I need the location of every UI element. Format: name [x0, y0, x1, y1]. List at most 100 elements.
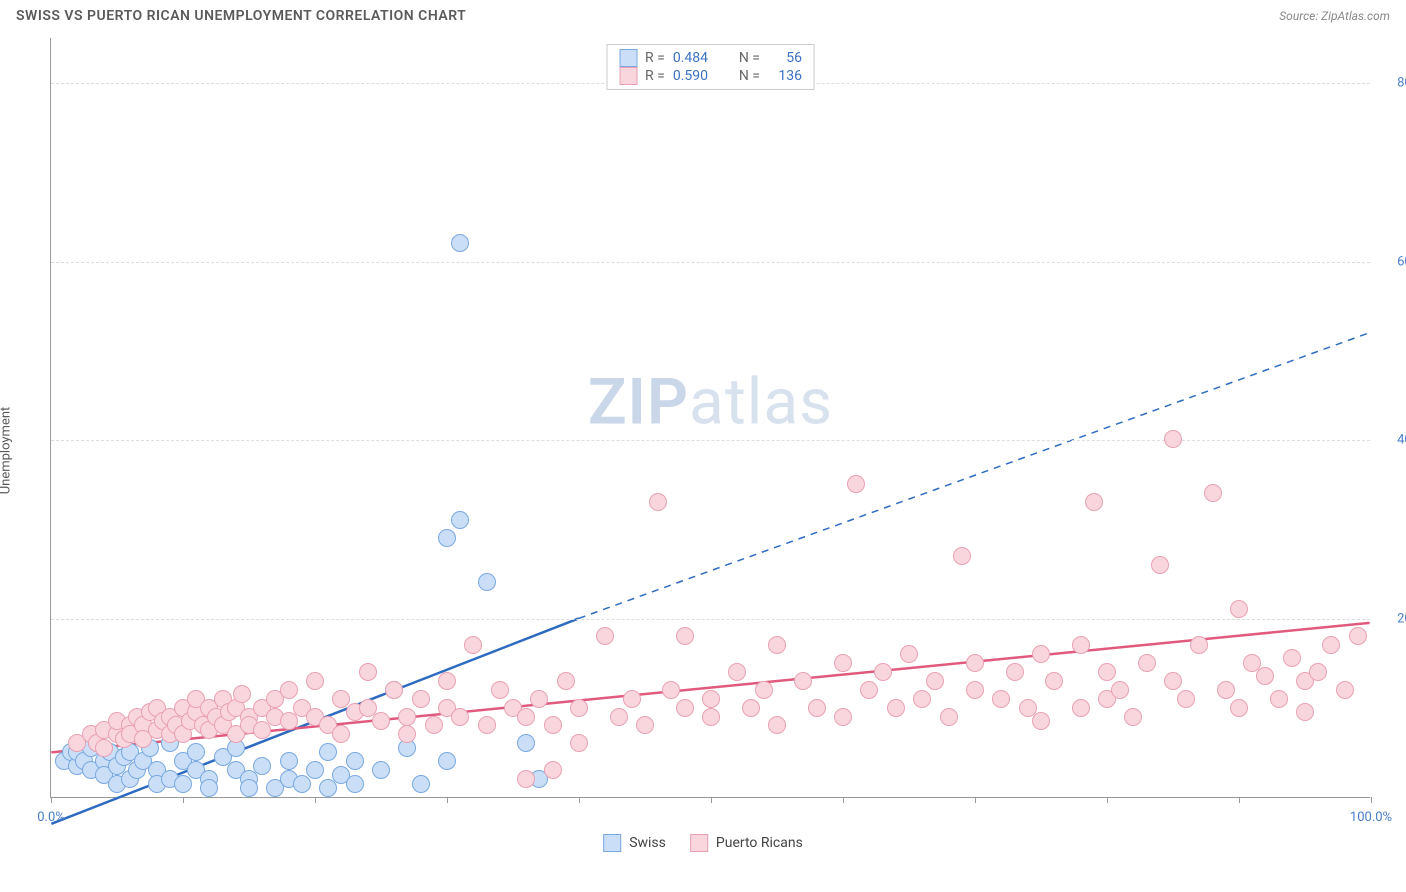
x-tick	[1107, 797, 1108, 803]
data-point	[755, 681, 773, 699]
data-point	[992, 690, 1010, 708]
data-point	[636, 716, 654, 734]
data-point	[610, 708, 628, 726]
data-point	[808, 699, 826, 717]
data-point	[1124, 708, 1142, 726]
data-point	[1349, 627, 1367, 645]
data-point	[240, 779, 258, 797]
r-value: 0.590	[673, 68, 725, 84]
data-point	[253, 757, 271, 775]
data-point	[438, 752, 456, 770]
data-point	[1177, 690, 1195, 708]
legend-swatch	[619, 49, 637, 67]
n-value: 136	[768, 68, 802, 84]
data-point	[332, 725, 350, 743]
data-point	[451, 234, 469, 252]
y-tick-label: 60.0%	[1397, 254, 1406, 269]
data-point	[887, 699, 905, 717]
data-point	[1072, 636, 1090, 654]
data-point	[649, 493, 667, 511]
data-point	[95, 739, 113, 757]
n-label: N =	[739, 50, 760, 66]
plot-region: ZIPatlas R =0.484N =56R =0.590N =136 20.…	[50, 38, 1370, 798]
x-tick	[1239, 797, 1240, 803]
x-tick-label: 100.0%	[1350, 810, 1392, 825]
x-tick	[711, 797, 712, 803]
data-point	[478, 716, 496, 734]
data-point	[900, 645, 918, 663]
x-tick	[1371, 797, 1372, 803]
data-point	[280, 681, 298, 699]
data-point	[794, 672, 812, 690]
data-point	[1322, 636, 1340, 654]
data-point	[517, 708, 535, 726]
data-point	[1283, 649, 1301, 667]
data-point	[623, 690, 641, 708]
data-point	[253, 721, 271, 739]
data-point	[702, 690, 720, 708]
data-point	[702, 708, 720, 726]
data-point	[1151, 556, 1169, 574]
watermark-rest: atlas	[689, 365, 833, 440]
data-point	[517, 770, 535, 788]
data-point	[847, 475, 865, 493]
legend-swatch	[690, 834, 708, 852]
data-point	[359, 663, 377, 681]
y-tick-label: 80.0%	[1397, 75, 1406, 90]
data-point	[1085, 493, 1103, 511]
data-point	[676, 699, 694, 717]
watermark-bold: ZIP	[588, 365, 689, 440]
data-point	[1230, 699, 1248, 717]
data-point	[596, 627, 614, 645]
data-point	[966, 654, 984, 672]
data-point	[398, 708, 416, 726]
x-tick	[315, 797, 316, 803]
data-point	[1230, 600, 1248, 618]
source-link[interactable]: ZipAtlas.com	[1321, 9, 1390, 23]
data-point	[372, 761, 390, 779]
data-point	[280, 712, 298, 730]
y-tick-label: 20.0%	[1397, 612, 1406, 627]
n-label: N =	[739, 68, 760, 84]
x-tick	[447, 797, 448, 803]
r-value: 0.484	[673, 50, 725, 66]
data-point	[926, 672, 944, 690]
chart-title: SWISS VS PUERTO RICAN UNEMPLOYMENT CORRE…	[16, 8, 466, 24]
data-point	[346, 775, 364, 793]
data-point	[1256, 667, 1274, 685]
data-point	[438, 672, 456, 690]
data-point	[913, 690, 931, 708]
data-point	[530, 690, 548, 708]
data-point	[491, 681, 509, 699]
data-point	[372, 712, 390, 730]
legend-label: Swiss	[629, 835, 666, 851]
legend-row: R =0.590N =136	[619, 67, 802, 85]
data-point	[966, 681, 984, 699]
data-point	[293, 775, 311, 793]
data-point	[1098, 663, 1116, 681]
data-point	[544, 716, 562, 734]
data-point	[544, 761, 562, 779]
data-point	[306, 672, 324, 690]
data-point	[860, 681, 878, 699]
data-point	[1164, 430, 1182, 448]
x-tick	[51, 797, 52, 803]
data-point	[1336, 681, 1354, 699]
data-point	[1296, 703, 1314, 721]
data-point	[768, 716, 786, 734]
legend-swatch	[619, 67, 637, 85]
data-point	[728, 663, 746, 681]
n-value: 56	[768, 50, 802, 66]
data-point	[1217, 681, 1235, 699]
data-point	[319, 743, 337, 761]
x-tick	[975, 797, 976, 803]
data-point	[398, 725, 416, 743]
data-point	[1190, 636, 1208, 654]
source-label: Source:	[1279, 9, 1318, 23]
data-point	[412, 690, 430, 708]
data-point	[174, 775, 192, 793]
data-point	[1309, 663, 1327, 681]
data-point	[280, 752, 298, 770]
series-legend: SwissPuerto Ricans	[603, 834, 803, 852]
correlation-legend: R =0.484N =56R =0.590N =136	[606, 44, 815, 90]
